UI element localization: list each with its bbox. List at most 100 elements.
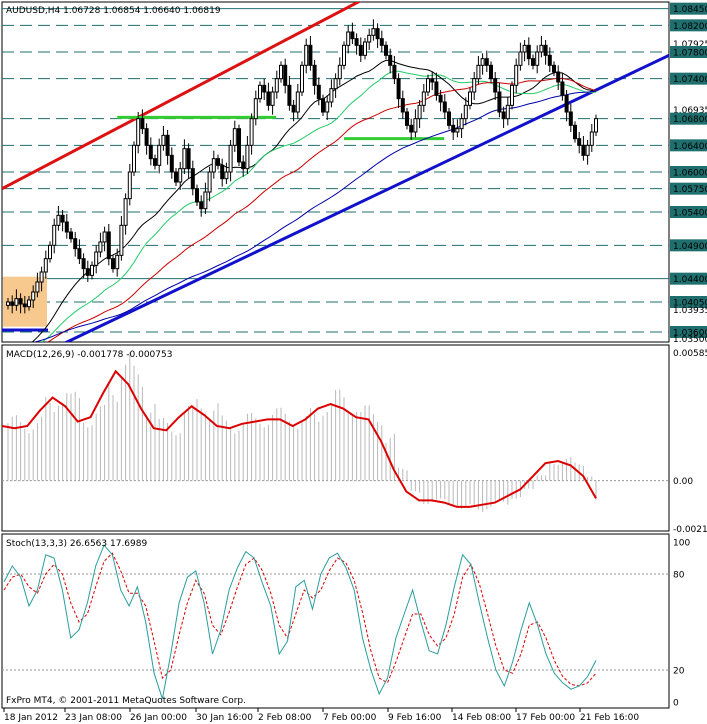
candle-body (279, 64, 283, 80)
candle-body (501, 111, 506, 120)
price-plot (2, 2, 669, 342)
candle-body (190, 168, 195, 190)
time-label: 7 Feb 00:00 (323, 713, 377, 723)
candle-body (321, 98, 325, 113)
price-label-box (670, 112, 707, 125)
candle-body (333, 78, 338, 90)
price-label-box (670, 206, 707, 218)
stoch-axis-label: 100 (673, 539, 690, 549)
candle-body (510, 84, 514, 106)
candle-body (426, 78, 430, 93)
price-label: 1.07400 (673, 75, 707, 85)
candle-body (535, 51, 540, 66)
candle-body (413, 118, 418, 133)
price-label: 1.07925 (673, 40, 707, 50)
candle-body (417, 104, 422, 120)
price-label: 1.08200 (673, 22, 707, 32)
candle-body (350, 31, 355, 40)
candle-body (253, 98, 258, 120)
candle-body (287, 84, 292, 106)
candle-body (514, 64, 519, 86)
price-label-box (670, 19, 707, 32)
candle-body (6, 301, 10, 306)
candle-body (43, 258, 48, 273)
candle-body (216, 158, 220, 166)
candle-body (127, 171, 132, 200)
moving-average-line (33, 90, 597, 342)
candle-body (291, 104, 296, 113)
candle-body (531, 58, 535, 66)
macd-axis-label: 0.00585 (673, 349, 707, 359)
copyright-text: FxPro MT4, © 2001-2011 MetaQuotes Softwa… (6, 696, 246, 706)
candle-body (77, 248, 82, 260)
price-label-box (670, 239, 707, 252)
candle-body (367, 34, 372, 43)
candle-body (489, 64, 493, 80)
candle-body (409, 124, 414, 133)
candle-body (459, 118, 464, 130)
price-label: 1.03935 (673, 306, 707, 316)
candle-body (552, 64, 556, 73)
candle-body (304, 44, 309, 66)
candle-body (568, 111, 573, 126)
candle-body (132, 144, 136, 173)
candle-body (94, 251, 99, 266)
candle-body (371, 28, 376, 36)
macd-signal-line (2, 369, 597, 508)
candle-body (560, 81, 565, 96)
candle-body (220, 164, 225, 180)
time-label: 14 Feb 08:00 (452, 713, 511, 723)
price-label: 1.03600 (673, 329, 707, 339)
time-label: 26 Jan 00:00 (130, 713, 187, 723)
candle-body (573, 124, 577, 140)
candle-body (518, 51, 523, 66)
candle-body (468, 91, 472, 106)
stoch-axis-label: 20 (673, 667, 685, 677)
candle-body (384, 44, 388, 56)
price-label: 1.05750 (673, 185, 707, 195)
candle-body (14, 298, 19, 306)
stoch-axis-label: 80 (673, 571, 685, 581)
candle-body (392, 64, 397, 80)
candle-body (199, 201, 204, 210)
candle-body (140, 118, 145, 130)
candle-body (346, 31, 351, 46)
candle-body (232, 128, 237, 146)
price-label-box (670, 326, 707, 338)
candle-body (237, 128, 241, 163)
candle-body (169, 154, 174, 173)
candle-body (123, 198, 128, 226)
time-label: 23 Jan 08:00 (65, 713, 122, 723)
price-label-box (670, 296, 707, 308)
candle-body (90, 264, 94, 276)
stoch-header: Stoch(13,3,3) 26.6563 17.6989 (6, 539, 147, 549)
candle-body (106, 231, 111, 260)
candle-body (463, 104, 468, 120)
candle-body (493, 78, 498, 93)
time-label: 17 Feb 00:00 (516, 713, 575, 723)
candle-body (300, 64, 304, 93)
candle-body (308, 44, 313, 66)
stoch-axis-label: 0 (673, 699, 679, 709)
price-label-box (670, 2, 707, 15)
candle-body (589, 131, 594, 146)
candle-body (438, 94, 443, 103)
candle-body (295, 91, 300, 113)
candle-body (115, 254, 120, 270)
candle-body (522, 44, 527, 53)
price-label-box (670, 139, 707, 152)
macd-header: MACD(12,26,9) -0.001778 -0.000753 (6, 350, 172, 360)
macd-axis-label: -0.00219 (673, 525, 707, 535)
candle-body (102, 231, 107, 243)
candle-body (480, 58, 485, 66)
price-label: 1.04900 (673, 242, 707, 252)
candle-body (451, 124, 456, 133)
time-label: 18 Jan 2012 (4, 713, 58, 723)
time-axis: 18 Jan 2012 23 Jan 08:00 26 Jan 00:00 30 Ja… (3, 708, 639, 723)
candle-body (148, 144, 153, 160)
stoch-plot (2, 544, 669, 699)
price-label: 1.06935 (673, 106, 707, 116)
stoch-k-line (3, 544, 597, 699)
price-label: 1.05400 (673, 209, 707, 219)
